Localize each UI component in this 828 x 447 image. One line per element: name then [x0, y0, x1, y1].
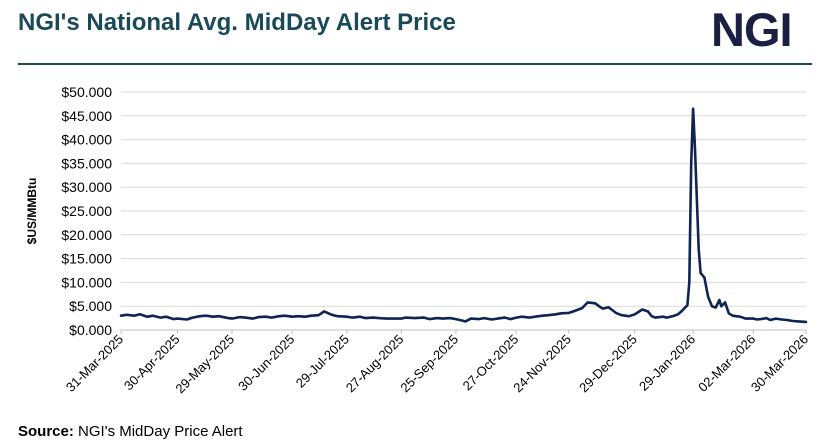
y-tick-label: $30.000 [61, 179, 112, 195]
y-tick-label: $5.000 [69, 298, 112, 314]
x-tick-label: 30-Mar-2026 [748, 332, 811, 395]
y-tick-label: $35.000 [61, 155, 112, 171]
y-tick-label: $50.000 [61, 84, 112, 100]
x-tick-label: 31-Mar-2025 [63, 332, 126, 395]
x-tick-label: 27-Aug-2025 [343, 332, 407, 396]
x-tick-label: 29-Dec-2025 [576, 332, 640, 396]
y-tick-label: $10.000 [61, 274, 112, 290]
x-tick-label: 29-Jan-2026 [636, 332, 698, 394]
header-divider [18, 63, 812, 65]
y-axis-label: $US/MMBtu [25, 178, 39, 245]
source-note: Source: NGI's MidDay Price Alert [18, 423, 243, 440]
page-title: NGI's National Avg. MidDay Alert Price [18, 9, 456, 36]
y-tick-label: $20.000 [61, 227, 112, 243]
x-tick-label: 25-Sep-2025 [397, 332, 461, 396]
x-tick-label: 29-Jul-2025 [293, 332, 352, 391]
y-tick-label: $45.000 [61, 108, 112, 124]
y-tick-label: $0.000 [69, 322, 112, 338]
y-axis-tick-labels: $0.000 $5.000 $10.000 $15.000 $20.000 $25.000… [61, 84, 112, 338]
ngi-logo: NGI [711, 3, 793, 56]
source-text: NGI's MidDay Price Alert [78, 423, 243, 440]
y-tick-label: $40.000 [61, 132, 112, 148]
x-tick-label: 30-Jun-2025 [235, 332, 297, 394]
y-tick-label: $25.000 [61, 203, 112, 219]
x-tick-label: 29-May-2025 [172, 332, 237, 397]
series-layer [119, 107, 808, 324]
source-label: Source: [18, 423, 74, 440]
y-tick-label: $15.000 [61, 251, 112, 267]
x-axis-tick-labels: 31-Mar-202530-Apr-202529-May-202530-Jun-… [63, 332, 811, 397]
series-line [119, 107, 808, 324]
gridlines [120, 91, 807, 334]
price-line-chart: $0.000 $5.000 $10.000 $15.000 $20.000 $25.000… [25, 84, 811, 397]
